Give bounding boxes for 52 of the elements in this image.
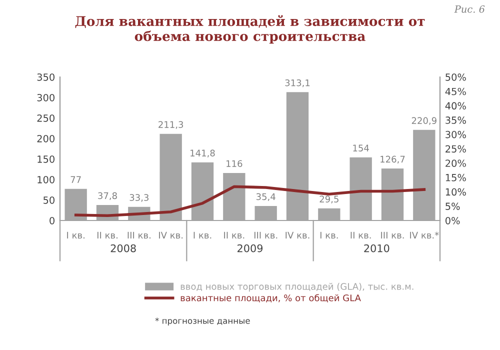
y2-tick-label: 10% bbox=[446, 188, 466, 196]
y-tick-label: 0 bbox=[50, 216, 54, 224]
y2-tick-label: 20% bbox=[446, 160, 466, 167]
y-tick-label: 50 bbox=[44, 196, 54, 204]
x-tick-label: III кв. bbox=[128, 232, 150, 238]
y2-tick-label: 40% bbox=[445, 102, 466, 110]
y2-tick-label: 25% bbox=[446, 145, 466, 153]
x-tick-label: III кв. bbox=[381, 232, 404, 238]
data-label: 116 bbox=[226, 160, 242, 168]
chart-title: Доля вакантных площадей в зависимости от объема нового строительства bbox=[75, 15, 425, 44]
data-label: 77 bbox=[70, 176, 81, 183]
y-tick-label: 300 bbox=[37, 94, 54, 102]
data-label: 313,1 bbox=[285, 79, 310, 88]
y-tick-label: 350 bbox=[37, 73, 54, 81]
x-tick-label: II кв. bbox=[350, 232, 371, 238]
legend-label: вакантные площади, % от общей GLA bbox=[180, 294, 361, 302]
y2-tick-label: 50% bbox=[446, 73, 466, 81]
y-tick-label: 150 bbox=[38, 155, 54, 163]
data-label: 37,8 bbox=[98, 192, 117, 200]
data-label: 220,9 bbox=[412, 117, 436, 125]
y2-tick-label: 15% bbox=[446, 174, 466, 182]
data-label: 211,3 bbox=[158, 121, 184, 129]
x-tick-label: III кв. bbox=[254, 232, 278, 238]
x-tick-label: II кв. bbox=[224, 232, 244, 238]
text: 2008 bbox=[110, 244, 136, 252]
data-label: 35,4 bbox=[256, 193, 276, 201]
x-tick-label: I кв. bbox=[194, 232, 212, 238]
x-tick-label: IV кв.* bbox=[410, 232, 439, 238]
text: Рис. 6 bbox=[454, 5, 485, 13]
text: 2009 bbox=[238, 244, 263, 252]
data-label: 154 bbox=[353, 144, 369, 152]
x-tick-label: IV кв. bbox=[286, 232, 310, 238]
data-label: 33,3 bbox=[130, 194, 148, 202]
data-label: 126,7 bbox=[380, 156, 405, 164]
x-tick-label: IV кв. bbox=[159, 232, 183, 238]
text: 2010 bbox=[364, 244, 390, 252]
y2-tick-label: 35% bbox=[446, 116, 466, 124]
y-tick-label: 200 bbox=[37, 134, 54, 142]
line-series bbox=[74, 185, 426, 218]
x-tick-label: I кв. bbox=[67, 232, 84, 238]
y2-tick-label: 45% bbox=[445, 88, 466, 96]
y2-tick-label: 5% bbox=[446, 202, 460, 210]
y2-tick-label: 30% bbox=[446, 130, 466, 138]
text: * прогнозные данные bbox=[155, 318, 250, 326]
x-tick-label: I кв. bbox=[320, 232, 338, 238]
legend-label: ввод новых торговых площадей (GLA), тыс. кв.м. bbox=[180, 282, 414, 292]
x-tick-label: II кв. bbox=[97, 232, 118, 238]
data-label: 29,5 bbox=[320, 196, 338, 204]
y-tick-label: 250 bbox=[37, 114, 54, 122]
y-tick-label: 100 bbox=[38, 176, 54, 184]
data-label: 141,8 bbox=[190, 150, 215, 158]
y2-tick-label: 0% bbox=[446, 216, 460, 224]
